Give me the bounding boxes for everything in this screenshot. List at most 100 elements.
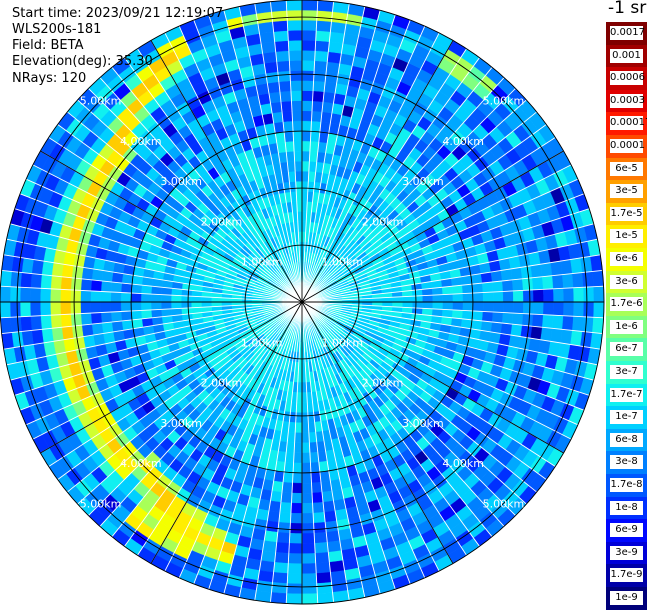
range-ring-label: 4.00km — [120, 135, 162, 148]
range-ring-label: 2.00km — [362, 215, 404, 228]
range-gate-cell — [301, 130, 312, 142]
elevation-text: Elevation(deg): 35.30 — [12, 54, 153, 69]
range-gate-cell — [330, 21, 347, 34]
range-gate-cell — [301, 120, 312, 132]
range-gate-cell — [471, 282, 484, 294]
range-gate-cell — [312, 512, 326, 524]
range-gate-cell — [288, 553, 303, 564]
colorbar-legend: -1 sr 0.0017 0.001 0.0006 0.0003 0.00017 0.00… — [606, 0, 647, 610]
range-gate-cell — [110, 311, 123, 323]
range-gate-cell — [512, 290, 524, 303]
range-gate-cell — [29, 301, 41, 317]
range-gate-cell — [310, 120, 322, 133]
range-gate-cell — [313, 522, 327, 534]
range-gate-cell — [276, 60, 291, 72]
range-gate-cell — [288, 40, 303, 51]
range-gate-cell — [110, 301, 122, 313]
ray-line — [301, 124, 547, 303]
range-gate-cell — [110, 281, 123, 293]
range-ring-label: 1.00km — [322, 256, 364, 269]
range-gate-cell — [70, 277, 82, 291]
legend-item: 6e-7 — [606, 338, 647, 362]
range-gate-cell — [533, 289, 544, 303]
ppi-plot: 1.00km 1.00km 1.00km 1.00km 2.00km 2.00km 2.00… — [0, 0, 605, 605]
ray-line — [301, 269, 603, 303]
range-gate-cell — [553, 301, 564, 316]
ray-line — [25, 301, 303, 426]
range-gate-cell — [301, 482, 313, 494]
ray-line — [14, 208, 303, 303]
range-gate-cell — [100, 301, 112, 313]
ray-line — [301, 111, 537, 303]
ray-line — [3, 301, 303, 350]
ray-line — [178, 25, 303, 303]
range-gate-cell — [265, 520, 280, 533]
range-gate-cell — [310, 130, 321, 143]
ray-line — [301, 88, 516, 303]
ray-line — [25, 178, 303, 303]
range-gate-cell — [471, 310, 484, 322]
backscatter-sectors — [0, 0, 605, 605]
ray-line — [301, 301, 590, 396]
ray-line — [301, 301, 537, 493]
range-gate-cell — [268, 500, 282, 513]
ray-line — [14, 301, 303, 396]
range-gate-cell — [180, 301, 192, 309]
range-gate-cell — [281, 481, 293, 494]
range-gate-cell — [20, 272, 32, 288]
range-gate-cell — [312, 502, 325, 514]
ray-line — [223, 301, 303, 594]
range-gate-cell — [325, 61, 341, 74]
range-gate-cell — [287, 573, 303, 585]
range-gate-cell — [90, 312, 102, 325]
legend-item: 3e-8 — [606, 451, 647, 475]
range-gate-cell — [50, 314, 62, 329]
range-gate-cell — [30, 315, 42, 331]
range-gate-cell — [314, 542, 329, 554]
range-gate-cell — [260, 41, 276, 54]
legend-label: 1e-9 — [610, 591, 643, 605]
range-gate-cell — [301, 60, 315, 71]
range-gate-cell — [301, 442, 311, 454]
field-text: Field: BETA — [12, 38, 84, 53]
range-gate-cell — [160, 301, 172, 310]
range-gate-cell — [592, 270, 604, 287]
range-gate-cell — [31, 329, 44, 345]
range-gate-cell — [272, 572, 288, 584]
range-gate-cell — [301, 432, 310, 444]
range-gate-cell — [100, 311, 112, 324]
range-gate-cell — [19, 287, 31, 303]
ray-line — [301, 301, 350, 601]
range-gate-cell — [301, 9, 318, 21]
ray-line — [1, 301, 303, 335]
legend-label: 0.0017 — [610, 26, 645, 40]
range-ring-label: 3.00km — [402, 175, 444, 188]
range-gate-cell — [542, 275, 554, 290]
range-gate-cell — [50, 301, 61, 316]
range-gate-cell — [41, 260, 54, 276]
range-gate-cell — [170, 294, 182, 303]
range-gate-cell — [412, 295, 424, 303]
azimuth-spoke — [301, 40, 454, 303]
range-gate-cell — [60, 289, 71, 303]
range-gate-cell — [301, 563, 317, 575]
legend-item: 1e-8 — [606, 496, 647, 520]
ray-line — [48, 137, 303, 303]
range-gate-cell — [313, 60, 328, 72]
range-ring-label: 5.00km — [483, 95, 525, 108]
range-gate-cell — [9, 301, 21, 318]
ray-line — [111, 67, 303, 303]
ray-line — [178, 301, 303, 579]
range-gate-cell — [289, 533, 303, 544]
range-gate-cell — [533, 301, 544, 315]
range-gate-cell — [21, 330, 34, 347]
range-gate-cell — [323, 510, 337, 523]
range-gate-cell — [290, 80, 303, 92]
range-gate-cell — [327, 51, 342, 64]
range-gate-cell — [562, 273, 574, 289]
ray-line — [238, 301, 303, 598]
ray-line — [285, 0, 303, 303]
ray-line — [301, 208, 590, 303]
range-gate-cell — [422, 301, 434, 310]
ray-line — [124, 57, 303, 303]
